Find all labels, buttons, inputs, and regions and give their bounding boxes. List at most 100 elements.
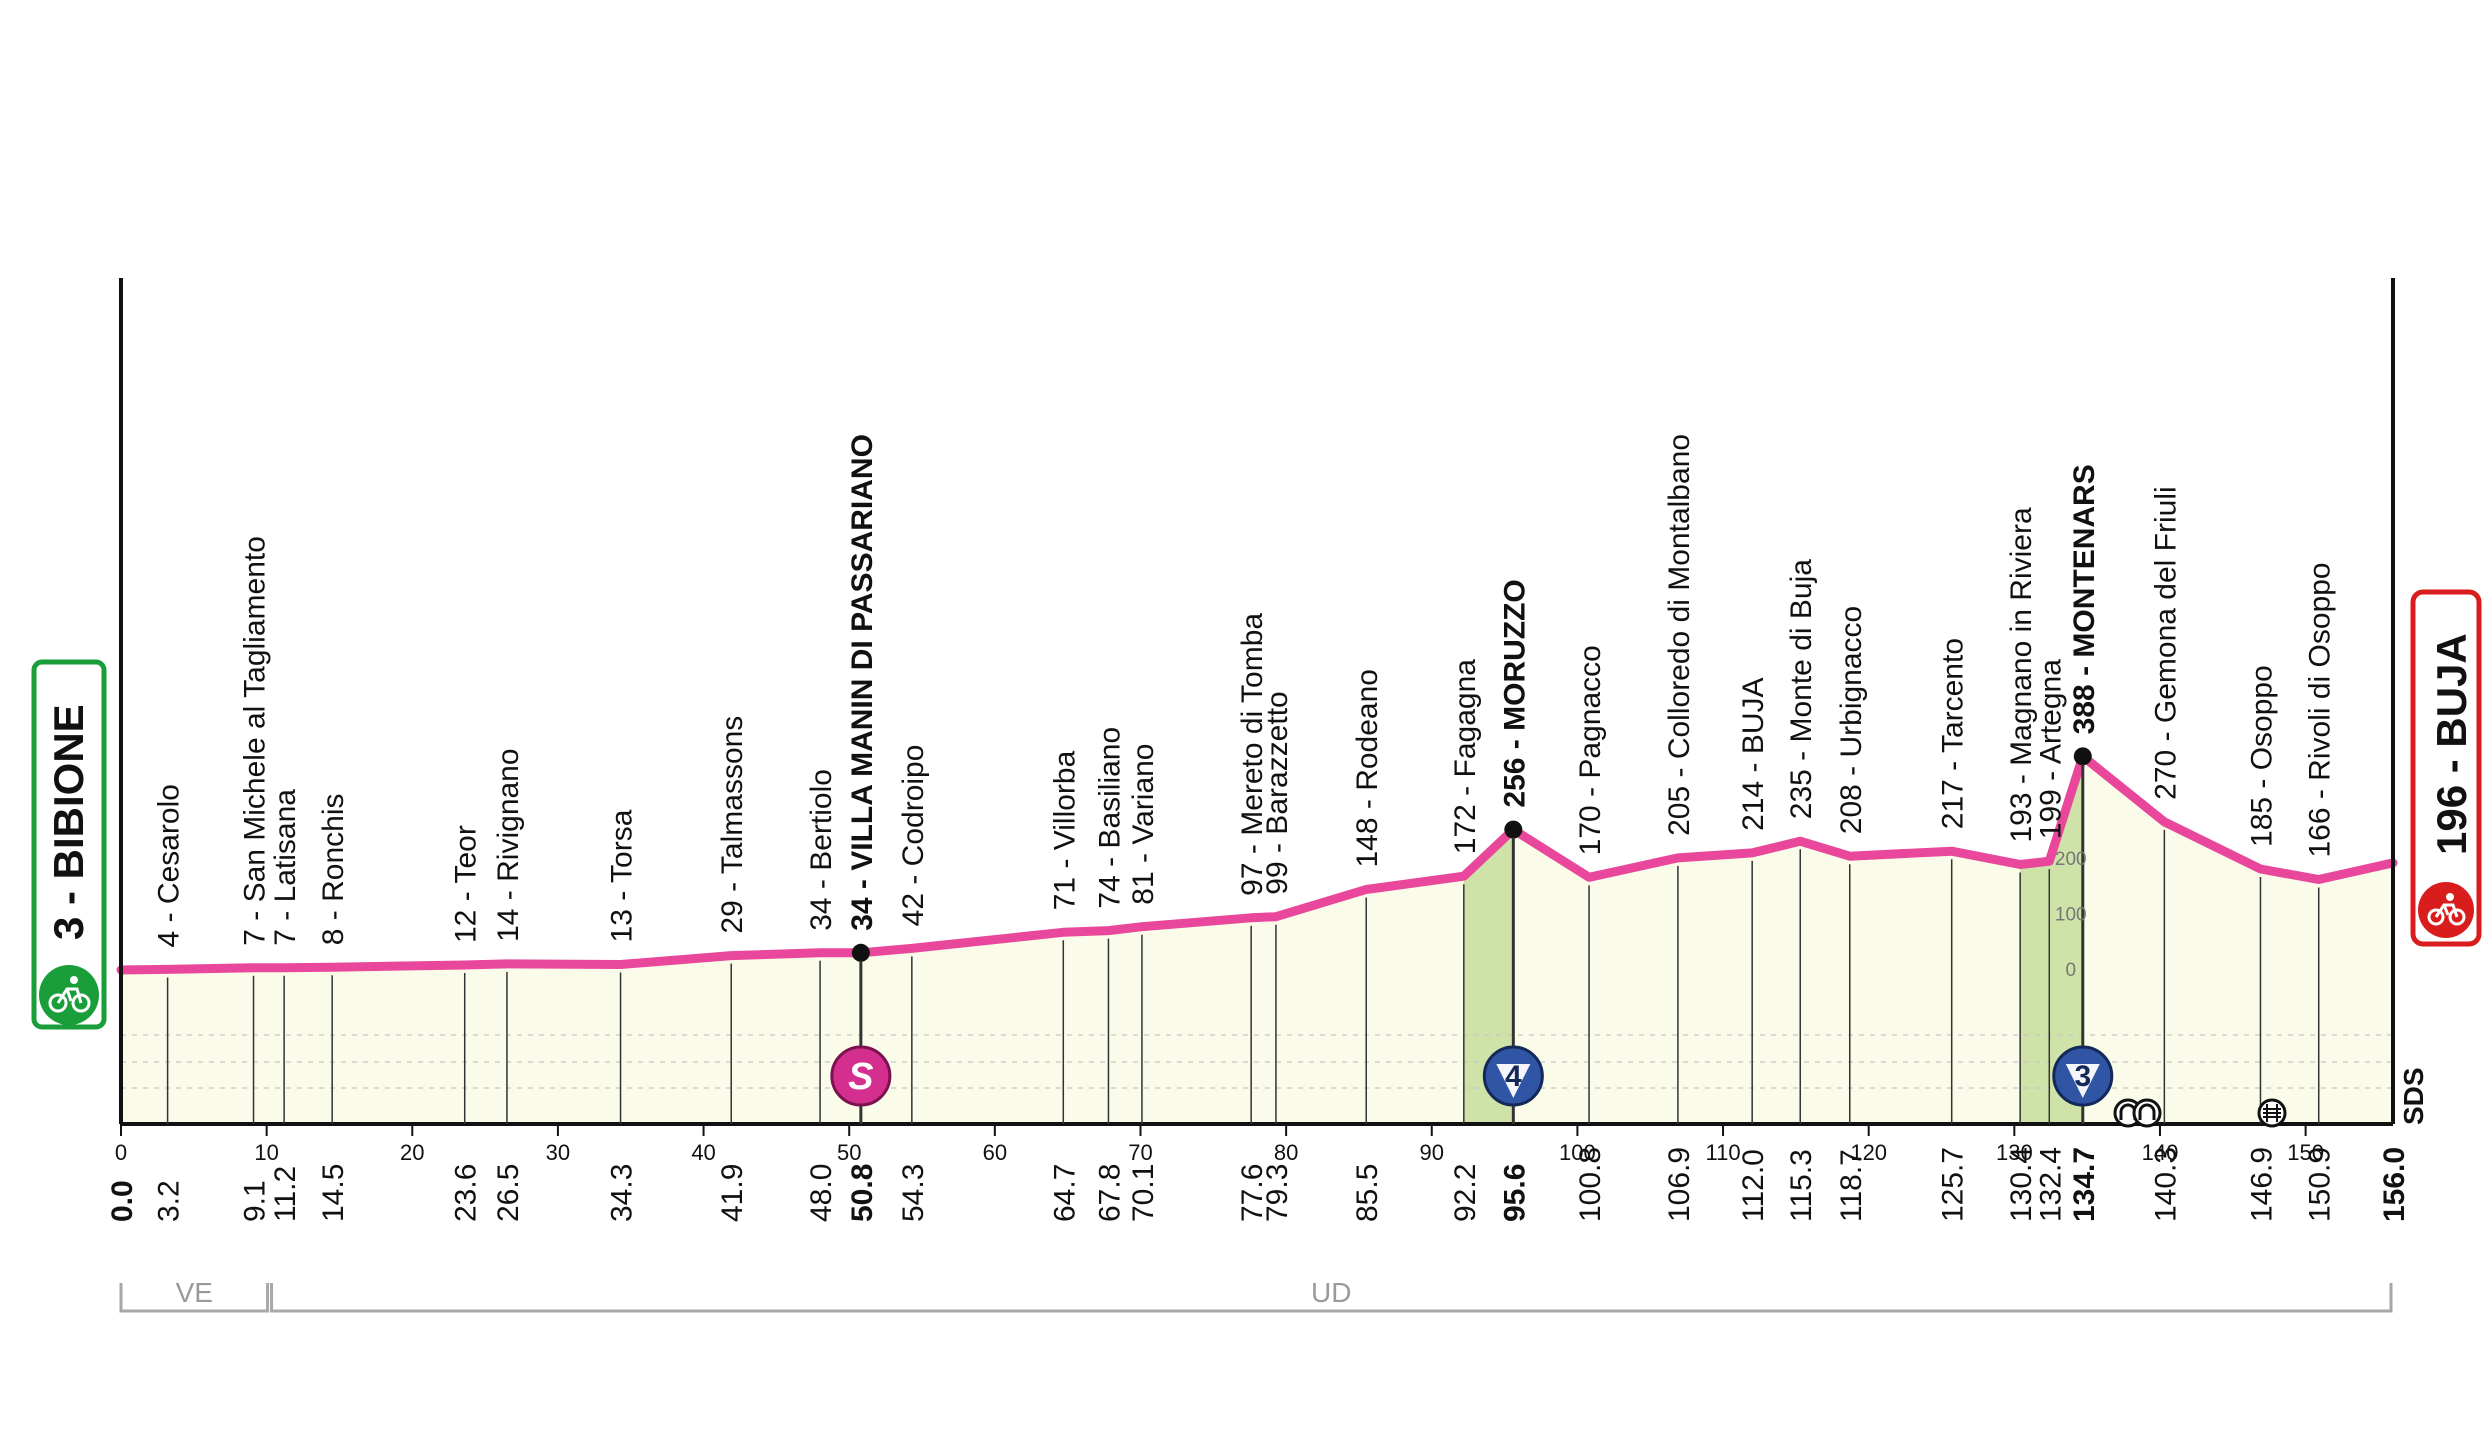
climb-badge-triangle — [2065, 1064, 2100, 1098]
x-tick-label: 20 — [400, 1140, 424, 1165]
km-marker-label: 156.0 — [2378, 1147, 2411, 1222]
region-brackets: VE UD — [119, 1277, 2393, 1313]
waypoint-km-label: 54.3 — [897, 1164, 930, 1222]
x-tick-label: 50 — [837, 1140, 861, 1165]
waypoint-km-label: 9.1 — [239, 1180, 272, 1222]
waypoint-km-label: 146.9 — [2245, 1147, 2278, 1222]
waypoint-label: 8 - Ronchis — [317, 793, 350, 945]
waypoint-label: 166 - Rivoli di Osoppo — [2304, 562, 2337, 857]
waypoint-label: 42 - Codroipo — [897, 745, 930, 927]
waypoint-label: 71 - Villorba — [1048, 750, 1081, 910]
summit-dot — [2073, 747, 2092, 766]
waypoint-label: 193 - Magnano in Riviera — [2005, 507, 2038, 843]
waypoint-label: 235 - Monte di Buja — [1785, 559, 1818, 819]
waypoint-label: 34 - Bertiolo — [805, 769, 838, 931]
waypoint-km-label: 118.7 — [1835, 1149, 1868, 1222]
altitude-scale-label: 100 — [2055, 905, 2087, 926]
waypoint-km-labels: 3.2 9.111.2 14.5 23.6 26.5 34.3 41.9 48.0 50.8 54… — [106, 1147, 2411, 1222]
waypoint-km-label: 79.3 — [1261, 1164, 1294, 1222]
waypoint-km-label: 92.2 — [1449, 1164, 1482, 1222]
waypoint-label: 270 - Gemona del Friuli — [2149, 486, 2182, 799]
x-tick-label: 100 — [1559, 1140, 1596, 1165]
waypoint-label: 4 - Cesarolo — [153, 784, 186, 947]
x-tick-label: 0 — [115, 1140, 127, 1165]
waypoint-km-label: 70.1 — [1127, 1164, 1160, 1222]
finish-box: 196 - BUJA — [2410, 589, 2482, 947]
waypoint-km-label: 95.6 — [1498, 1164, 1531, 1222]
region-bracket — [270, 1283, 2393, 1313]
waypoint-km-label: 48.0 — [805, 1164, 838, 1222]
waypoint-label: 217 - Tarcento — [1937, 638, 1970, 829]
start-label: 3 - BIBIONE — [45, 704, 92, 940]
waypoint-label: 74 - Basiliano — [1093, 727, 1126, 909]
badges: S 4 3 — [830, 1045, 2114, 1107]
summit-dot — [851, 943, 870, 962]
waypoint-km-label: 85.5 — [1351, 1164, 1384, 1222]
cyclist-icon — [2418, 882, 2474, 938]
climb-badge-label: 3 — [2074, 1060, 2091, 1093]
waypoint-km-label: 50.8 — [846, 1164, 879, 1222]
x-tick-label: 70 — [1128, 1140, 1152, 1165]
waypoint-label: 13 - Torsa — [606, 809, 639, 942]
waypoint-label: 99 - Barazzetto — [1261, 691, 1294, 894]
altitude-scale-label: 0 — [2065, 960, 2076, 981]
x-tick-label: 90 — [1420, 1140, 1444, 1165]
profile-area — [121, 756, 2393, 1124]
waypoint-km-label: 125.7 — [1937, 1147, 1970, 1222]
waypoint-label: 97 - Mereto di Tomba — [1236, 613, 1269, 896]
waypoint-km-label: 130.4 — [2005, 1147, 2038, 1222]
waypoint-km-label: 100.8 — [1574, 1147, 1607, 1222]
start-box-frame — [31, 659, 107, 1030]
railway-crossing-icon — [2257, 1098, 2287, 1128]
waypoint-km-label: 134.7 — [2068, 1147, 2101, 1222]
finish-box-frame — [2410, 589, 2482, 947]
climb-badge-triangle — [1496, 1064, 1531, 1098]
region-label: VE — [176, 1277, 213, 1308]
waypoint-km-label: 26.5 — [492, 1164, 525, 1222]
x-tick-label: 130 — [1996, 1140, 2033, 1165]
region-bracket — [119, 1283, 270, 1313]
grid-lines — [121, 1034, 2393, 1089]
x-tick-label: 30 — [546, 1140, 570, 1165]
x-tick-label: 120 — [1850, 1140, 1887, 1165]
waypoint-km-label: 140.3 — [2149, 1147, 2182, 1222]
waypoint-km-label: 11.2 — [269, 1166, 302, 1222]
waypoint-label: 256 - MORUZZO — [1498, 579, 1531, 807]
waypoint-label: 388 - MONTENARS — [2068, 464, 2101, 734]
waypoint-label: 7 - San Michele al Tagliamento — [239, 536, 272, 946]
waypoint-label: 12 - Teor — [450, 825, 483, 943]
x-tick-label: 150 — [2287, 1140, 2324, 1165]
waypoint-km-label: 67.8 — [1093, 1164, 1126, 1222]
waypoint-km-label: 112.0 — [1737, 1149, 1770, 1222]
waypoint-label: 148 - Rodeano — [1351, 669, 1384, 868]
x-tick-label: 40 — [691, 1140, 715, 1165]
km-ticks: 0 10 20 30 40 50 60 70 80 90 100 110 120 130 140 150 — [115, 1124, 2324, 1165]
waypoint-km-label: 115.3 — [1785, 1149, 1818, 1222]
waypoint-label: 14 - Rivignano — [492, 748, 525, 941]
waypoint-km-label: 64.7 — [1048, 1164, 1081, 1222]
waypoint-label: 7 - Latisana — [269, 789, 302, 946]
climb-zone-2 — [2020, 756, 2083, 1124]
waypoint-label: 185 - Osoppo — [2245, 665, 2278, 847]
waypoint-label: 208 - Urbignacco — [1835, 606, 1868, 834]
waypoint-labels: 4 - Cesarolo 7 - San Michele al Tagliamen… — [153, 434, 2337, 1124]
waypoint-km-label: 23.6 — [450, 1164, 483, 1222]
waypoint-km-label: 132.4 — [2034, 1147, 2067, 1222]
summit-dot — [1504, 820, 1523, 839]
waypoint-km-label: 3.2 — [153, 1180, 186, 1222]
waypoint-km-label: 41.9 — [716, 1164, 749, 1222]
profile-line — [116, 751, 2398, 975]
tunnel-icon — [2132, 1098, 2162, 1128]
waypoint-label: 205 - Colloredo di Montalbano — [1663, 434, 1696, 836]
km-marker-label: 0.0 — [106, 1180, 139, 1222]
waypoint-label: 81 - Variano — [1127, 743, 1160, 904]
waypoint-label: 34 - VILLA MANIN DI PASSARIANO — [846, 434, 879, 931]
x-tick-label: 80 — [1274, 1140, 1298, 1165]
climb-badge-label: 4 — [1505, 1060, 1522, 1093]
x-tick-label: 140 — [2142, 1140, 2179, 1165]
start-box: 3 - BIBIONE — [31, 659, 107, 1030]
profile-line-group — [116, 747, 2398, 975]
sprint-badge-label: S — [848, 1056, 873, 1098]
waypoint-km-label: 14.5 — [317, 1164, 350, 1222]
